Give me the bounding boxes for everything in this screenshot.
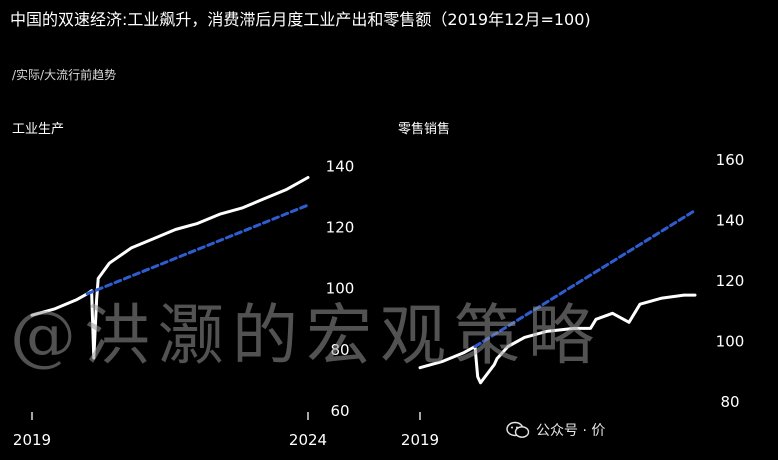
y-tick-label-retail-120: 120 xyxy=(716,272,745,290)
x-tick-label-industrial-2019: 2019 xyxy=(13,431,51,449)
series-line-industrial-actual xyxy=(30,176,310,360)
series-line-industrial-trend xyxy=(85,203,310,296)
chart-title: 中国的双速经济:工业飙升，消费滞后月度工业产出和零售额（2019年12月=100… xyxy=(10,10,591,29)
chart-subtitle: /实际/大流行前趋势 xyxy=(12,68,117,82)
y-tick-label-retail-160: 160 xyxy=(716,151,745,169)
series-line-retail-trend xyxy=(473,209,697,348)
account-badge: 公众号 · 价 xyxy=(506,420,605,440)
x-tick-label-retail-2019: 2019 xyxy=(401,431,439,449)
y-tick-label-industrial-60: 60 xyxy=(330,402,349,420)
x-tick-label-industrial-2024: 2024 xyxy=(289,431,327,449)
y-tick-label-retail-140: 140 xyxy=(716,212,745,230)
y-tick-label-retail-100: 100 xyxy=(716,332,745,350)
watermark-text: @洪灏的宏观策略 xyxy=(10,297,602,374)
panel-title-industrial: 工业生产 xyxy=(12,122,65,137)
y-tick-label-industrial-80: 80 xyxy=(330,341,349,359)
wechat-icon xyxy=(506,421,530,438)
y-tick-label-retail-80: 80 xyxy=(720,393,739,411)
account-label: 公众号 · 价 xyxy=(536,423,606,439)
y-tick-label-industrial-140: 140 xyxy=(326,157,355,175)
y-tick-label-industrial-120: 120 xyxy=(326,218,355,236)
panel-title-retail: 零售销售 xyxy=(398,122,451,137)
y-tick-label-industrial-100: 100 xyxy=(326,280,355,298)
series-line-retail-actual xyxy=(418,293,697,385)
